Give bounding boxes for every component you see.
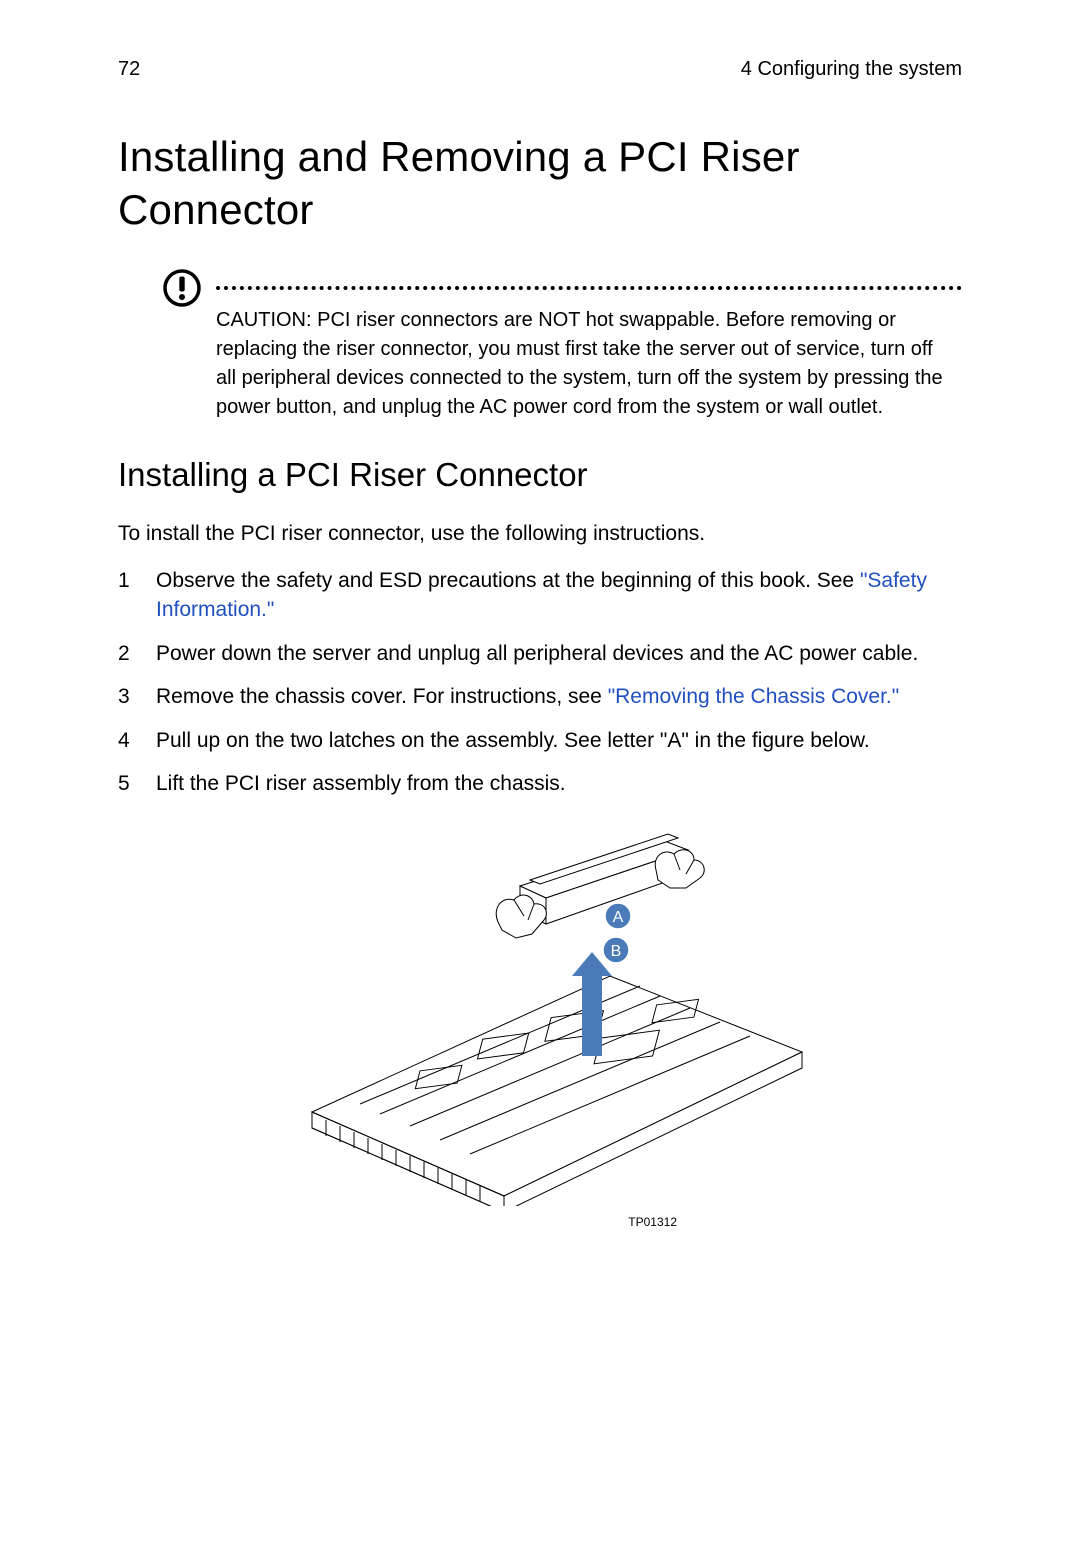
step-3: 3 Remove the chassis cover. For instruct… (118, 682, 962, 711)
step-number: 2 (118, 639, 156, 668)
main-title: Installing and Removing a PCI Riser Conn… (118, 131, 962, 236)
caution-icon (162, 268, 202, 313)
svg-text:A: A (613, 909, 624, 926)
caution-separator (216, 286, 962, 290)
link-removing-chassis[interactable]: "Removing the Chassis Cover." (608, 685, 900, 708)
figure-caption: TP01312 (118, 1215, 962, 1229)
step-text: Pull up on the two latches on the assemb… (156, 726, 962, 755)
step-number: 4 (118, 726, 156, 755)
step-text: Observe the safety and ESD precautions a… (156, 566, 962, 625)
step-1: 1 Observe the safety and ESD precautions… (118, 566, 962, 625)
arrow-b (572, 952, 612, 1056)
page-header: 72 4 Configuring the system (118, 58, 962, 81)
page-number: 72 (118, 58, 140, 81)
step-number: 5 (118, 769, 156, 798)
step-5: 5 Lift the PCI riser assembly from the c… (118, 769, 962, 798)
caution-text: CAUTION: PCI riser connectors are NOT ho… (216, 306, 962, 422)
step-text: Power down the server and unplug all per… (156, 639, 962, 668)
intro-text: To install the PCI riser connector, use … (118, 522, 962, 546)
figure: A B TP01312 (118, 826, 962, 1229)
step-text: Remove the chassis cover. For instructio… (156, 682, 962, 711)
label-b: B (603, 937, 629, 963)
step-number: 3 (118, 682, 156, 711)
caution-block: CAUTION: PCI riser connectors are NOT ho… (162, 272, 962, 422)
label-a: A (605, 903, 631, 929)
steps-list: 1 Observe the safety and ESD precautions… (118, 566, 962, 798)
step-text: Lift the PCI riser assembly from the cha… (156, 769, 962, 798)
riser-diagram: A B (270, 826, 810, 1206)
svg-text:B: B (611, 943, 622, 960)
section-header: 4 Configuring the system (741, 58, 962, 81)
step-4: 4 Pull up on the two latches on the asse… (118, 726, 962, 755)
step-number: 1 (118, 566, 156, 625)
sub-title: Installing a PCI Riser Connector (118, 456, 962, 494)
step-2: 2 Power down the server and unplug all p… (118, 639, 962, 668)
